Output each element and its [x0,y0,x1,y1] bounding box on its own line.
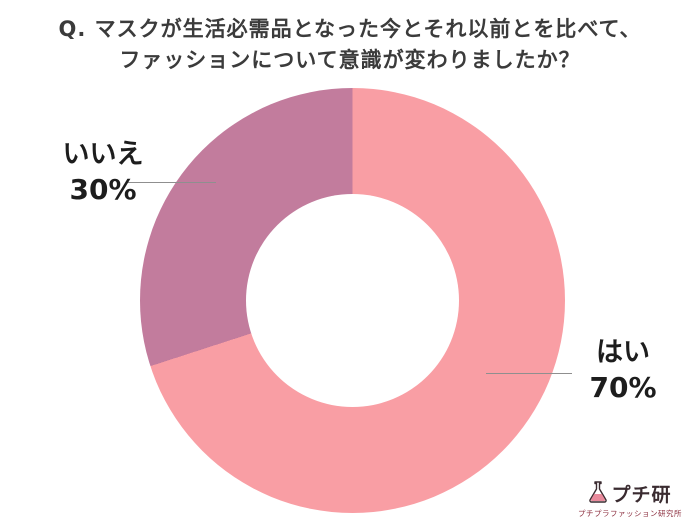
donut-hole [246,194,459,407]
logo-name: プチ研 [611,484,672,506]
flask-icon [588,480,608,507]
callout-yes-label: はい [596,337,650,368]
callout-no-label: いいえ [62,139,144,170]
chart-title-line1: Q. マスクが生活必需品となった今とそれ以前とを比べて、 [58,17,642,41]
chart-title-line2: ファッションについて意識が変わりましたか？ [119,48,581,72]
donut-chart [140,88,565,513]
logo-subtitle: プチプラファッション研究所 [578,509,682,518]
callout-line-no [128,182,216,183]
callout-no-percent: 30% [69,173,137,206]
chart-title: Q. マスクが生活必需品となった今とそれ以前とを比べて、 ファッションについて意… [0,14,700,76]
brand-logo: プチ研 プチプラファッション研究所 [570,480,690,519]
callout-yes-percent: 70% [589,371,657,404]
callout-yes: はい 70% [568,336,678,406]
callout-line-yes [486,373,572,374]
callout-no: いいえ 30% [38,138,168,208]
